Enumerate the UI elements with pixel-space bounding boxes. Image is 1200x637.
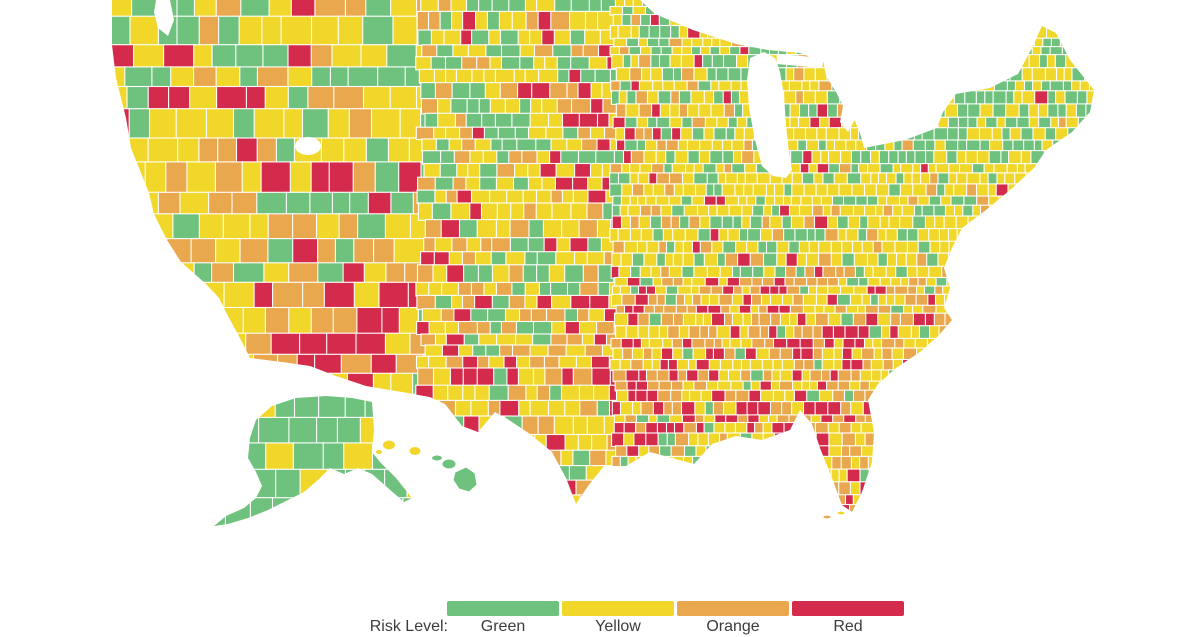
- hawaii-inset: [375, 439, 478, 493]
- florida-keys-east: [836, 510, 846, 516]
- county-mosaic: [112, 0, 1094, 526]
- great-salt-lake: [295, 137, 321, 155]
- hawaii-molokai: [431, 454, 443, 462]
- lake-huron: [822, 54, 860, 132]
- straits-of-mackinac: [776, 54, 824, 68]
- hawaii-oahu: [408, 446, 422, 456]
- puget-sound: [154, 0, 174, 36]
- hawaii-kauai: [382, 439, 396, 451]
- lake-okeechobee: [869, 466, 879, 474]
- florida-keys-west: [822, 514, 832, 520]
- florida-keys: [822, 510, 846, 520]
- hawaii-big-island: [452, 466, 478, 493]
- hawaii-maui: [441, 458, 457, 470]
- hawaii-niihau: [375, 449, 383, 455]
- great-lakes-and-water: [154, 0, 879, 474]
- lake-michigan: [747, 52, 792, 178]
